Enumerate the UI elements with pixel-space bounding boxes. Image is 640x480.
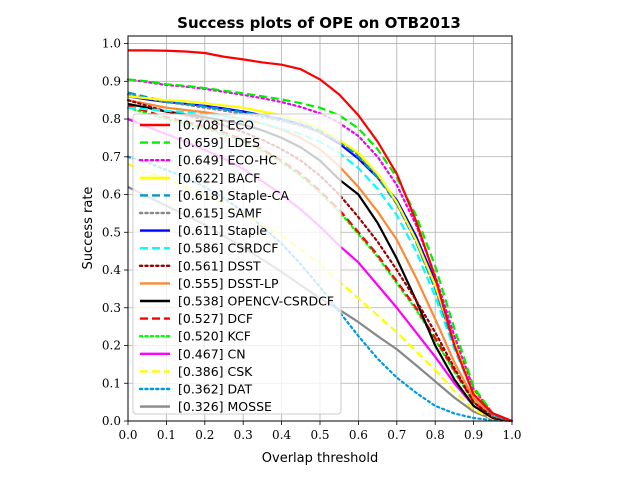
- legend-label: [0.708] ECO: [178, 118, 254, 133]
- legend-label: [0.659] LDES: [178, 135, 260, 150]
- x-tick-label: 0.1: [157, 428, 176, 442]
- y-tick-label: 0.1: [102, 376, 121, 390]
- series-line-ldes: [127, 78, 513, 423]
- x-tick-label: 0.7: [387, 428, 406, 442]
- legend-label: [0.467] CN: [178, 346, 246, 361]
- y-tick-label: 0.7: [102, 150, 121, 164]
- chart-title: Success plots of OPE on OTB2013: [177, 14, 461, 32]
- legend-label: [0.538] OPENCV-CSRDCF: [178, 294, 334, 309]
- y-tick-label: 1.0: [102, 37, 121, 51]
- y-tick-label: 0.2: [102, 339, 121, 353]
- legend-label: [0.326] MOSSE: [178, 399, 272, 414]
- legend-label: [0.555] DSST-LP: [178, 276, 279, 291]
- y-tick-label: 0.8: [102, 112, 121, 126]
- x-tick-label: 0.2: [195, 428, 214, 442]
- legend-label: [0.649] ECO-HC: [178, 153, 277, 168]
- legend-label: [0.586] CSRDCF: [178, 241, 278, 256]
- legend-box: [132, 113, 342, 415]
- legend-label: [0.386] CSK: [178, 364, 253, 379]
- x-tick-label: 0.5: [310, 428, 329, 442]
- x-tick-label: 1.0: [502, 428, 521, 442]
- x-tick-label: 0.0: [118, 428, 137, 442]
- legend-label: [0.527] DCF: [178, 311, 253, 326]
- axis-ticks: 0.0 0.1 0.2 0.3 0.4 0.5 0.6 0.7 0.8 0.9 1.0 0.0 0.1 0…: [102, 37, 522, 442]
- x-tick-label: 0.6: [349, 428, 368, 442]
- legend-label: [0.611] Staple: [178, 223, 267, 238]
- x-tick-label: 0.3: [234, 428, 253, 442]
- legend: [0.708] ECO [0.659] LDES [0.649] ECO-HC [0.…: [132, 113, 342, 415]
- legend-label: [0.615] SAMF: [178, 206, 262, 221]
- y-tick-label: 0.6: [102, 188, 121, 202]
- y-tick-label: 0.5: [102, 225, 121, 239]
- y-tick-label: 0.3: [102, 301, 121, 315]
- y-tick-label: 0.9: [102, 74, 121, 88]
- y-axis-label: Success rate: [81, 187, 96, 270]
- x-tick-label: 0.4: [272, 428, 291, 442]
- legend-label: [0.622] BACF: [178, 170, 260, 185]
- legend-label: [0.362] DAT: [178, 382, 252, 397]
- x-tick-label: 0.9: [464, 428, 483, 442]
- y-tick-label: 0.0: [102, 414, 121, 428]
- series-line-dat: [126, 155, 514, 423]
- x-axis-label: Overlap threshold: [262, 451, 378, 466]
- x-tick-label: 0.8: [426, 428, 445, 442]
- y-tick-label: 0.4: [102, 263, 121, 277]
- legend-label: [0.520] KCF: [178, 329, 251, 344]
- series-line-eco: [128, 49, 513, 423]
- legend-label: [0.618] Staple-CA: [178, 188, 289, 203]
- legend-label: [0.561] DSST: [178, 258, 261, 273]
